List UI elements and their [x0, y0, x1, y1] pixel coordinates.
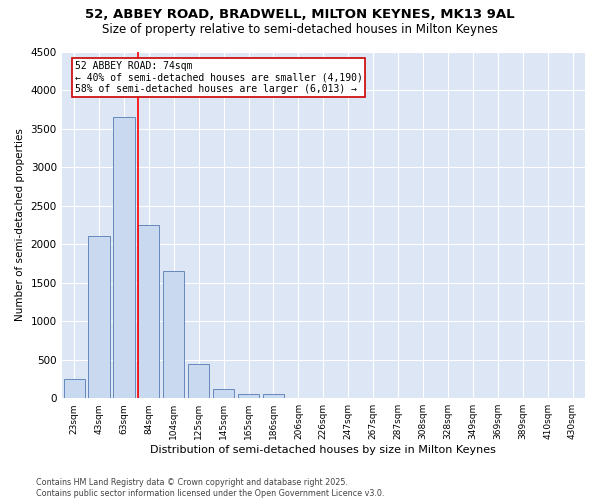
- Bar: [188, 364, 209, 398]
- Bar: [88, 236, 110, 398]
- Text: 52 ABBEY ROAD: 74sqm
← 40% of semi-detached houses are smaller (4,190)
58% of se: 52 ABBEY ROAD: 74sqm ← 40% of semi-detac…: [74, 60, 362, 94]
- X-axis label: Distribution of semi-detached houses by size in Milton Keynes: Distribution of semi-detached houses by …: [151, 445, 496, 455]
- Bar: [113, 117, 134, 398]
- Bar: [213, 389, 234, 398]
- Bar: [238, 394, 259, 398]
- Y-axis label: Number of semi-detached properties: Number of semi-detached properties: [15, 128, 25, 322]
- Text: Size of property relative to semi-detached houses in Milton Keynes: Size of property relative to semi-detach…: [102, 22, 498, 36]
- Bar: [163, 271, 184, 398]
- Bar: [138, 225, 160, 398]
- Text: 52, ABBEY ROAD, BRADWELL, MILTON KEYNES, MK13 9AL: 52, ABBEY ROAD, BRADWELL, MILTON KEYNES,…: [85, 8, 515, 20]
- Bar: [263, 394, 284, 398]
- Bar: [64, 379, 85, 398]
- Text: Contains HM Land Registry data © Crown copyright and database right 2025.
Contai: Contains HM Land Registry data © Crown c…: [36, 478, 385, 498]
